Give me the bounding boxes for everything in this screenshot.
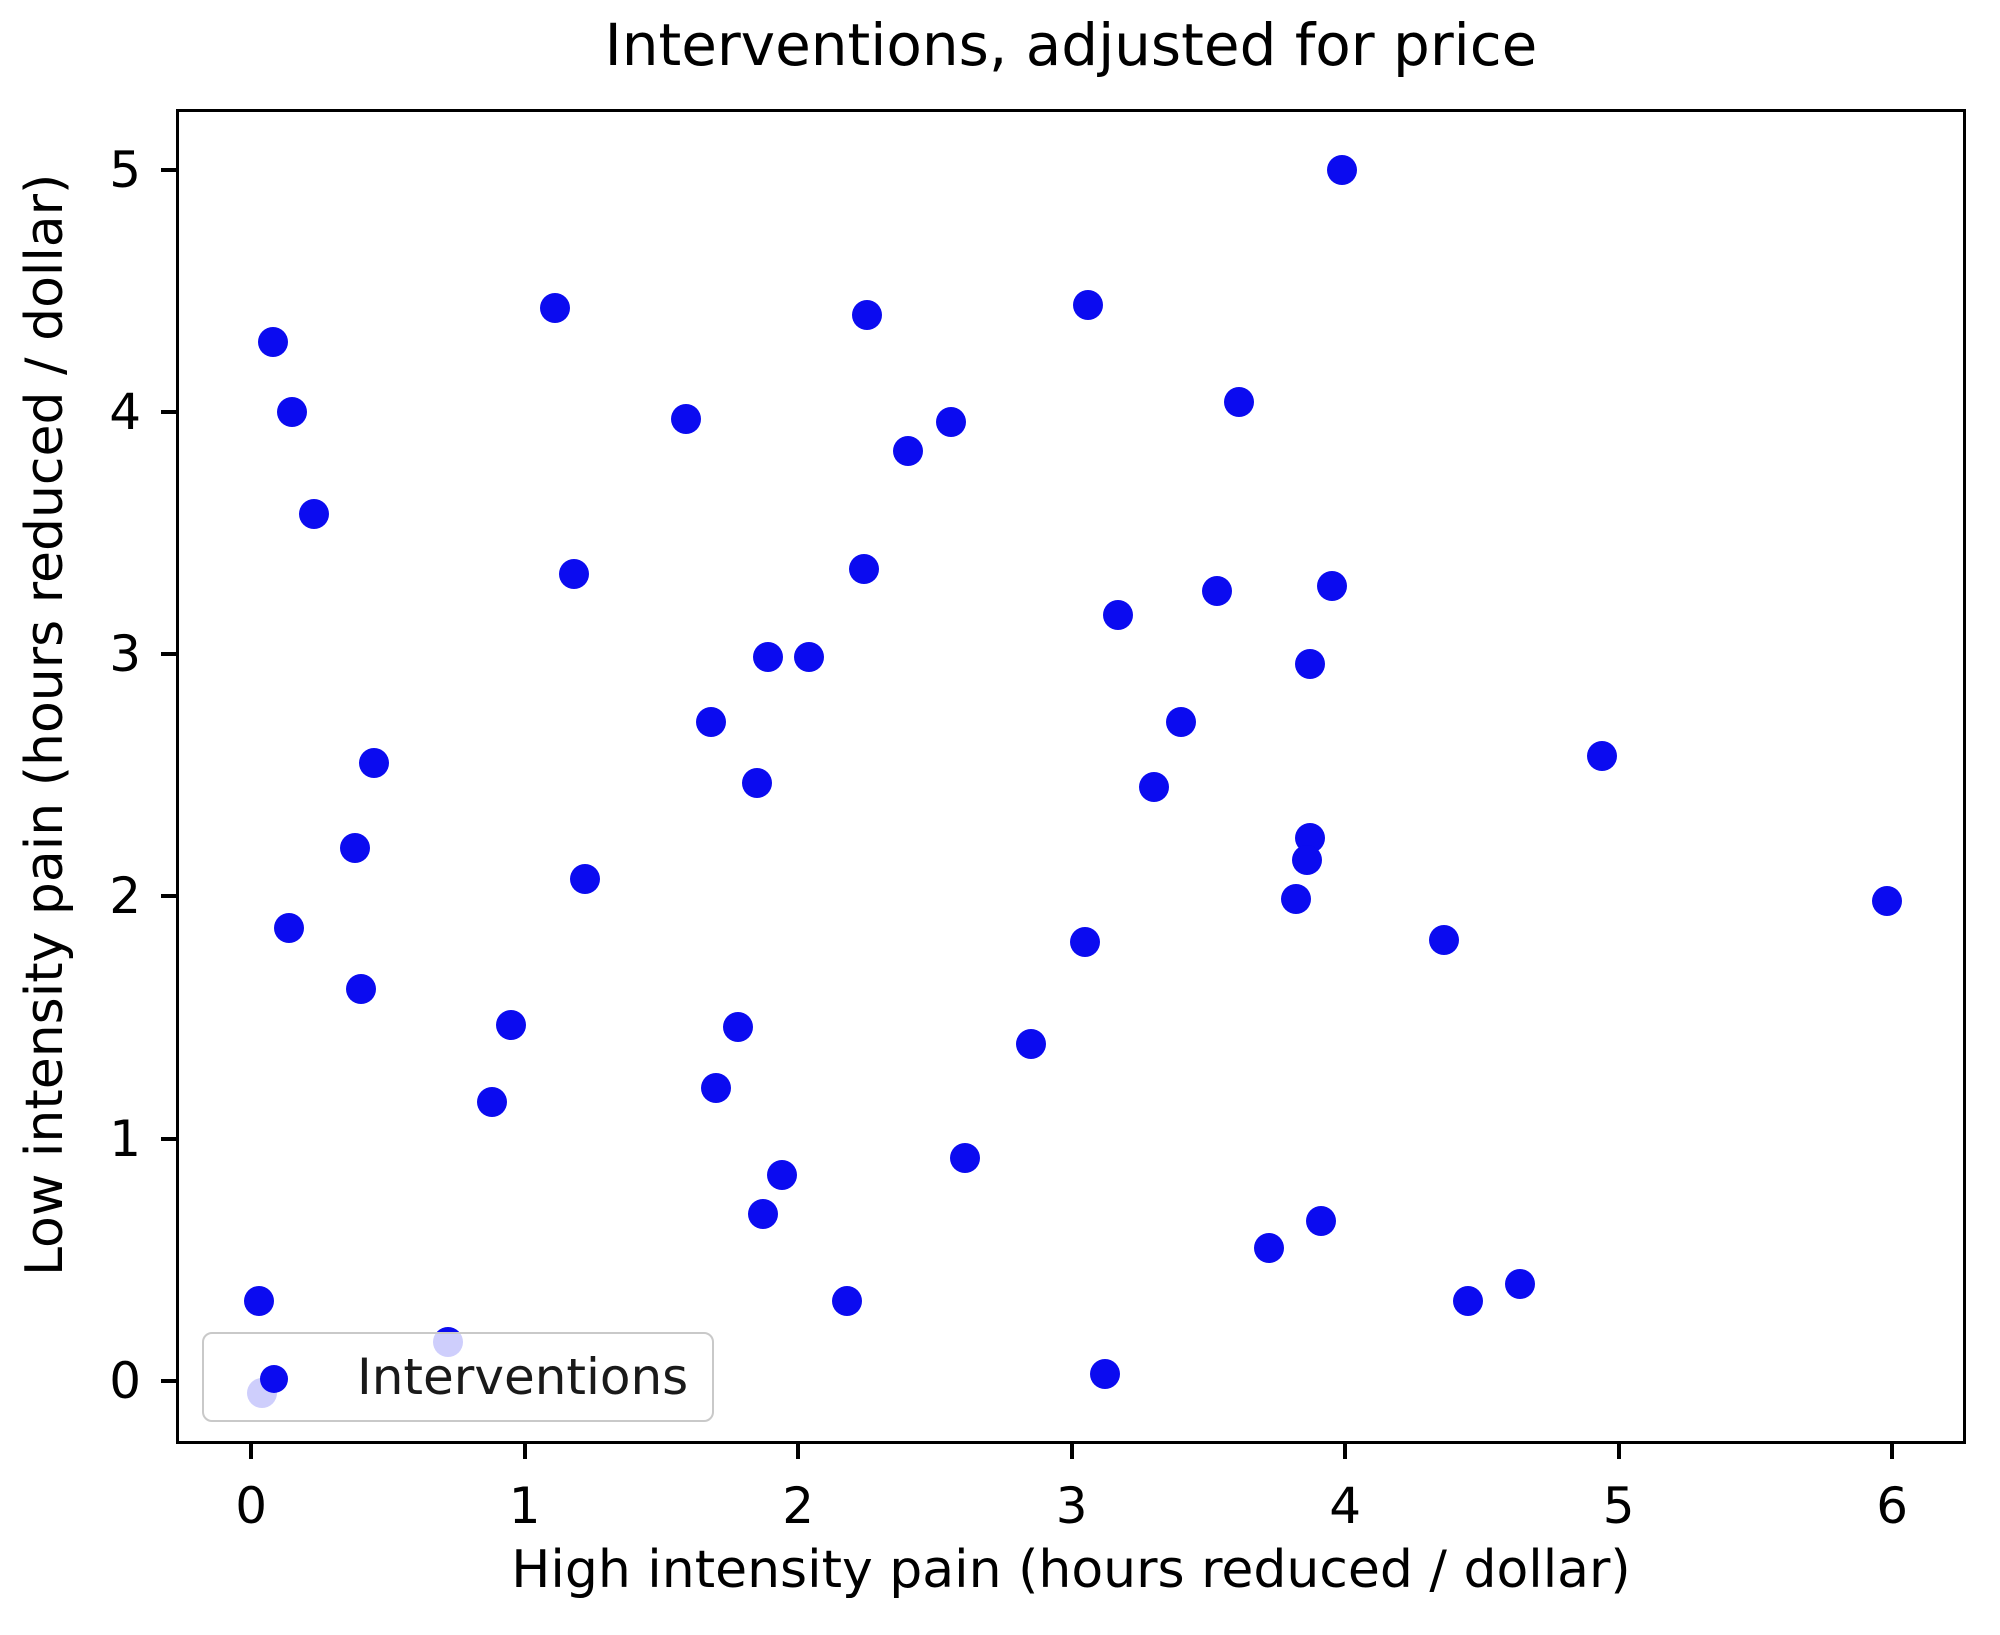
data-point — [496, 1009, 527, 1040]
data-point — [340, 832, 371, 863]
data-point — [1505, 1269, 1536, 1300]
data-point — [1428, 925, 1459, 956]
y-tick-label: 2 — [109, 867, 141, 926]
y-tick-mark — [161, 1136, 176, 1141]
data-point — [832, 1286, 863, 1317]
data-point — [723, 1012, 754, 1043]
x-tick-label: 3 — [1055, 1477, 1088, 1535]
data-point — [299, 498, 330, 529]
data-point — [258, 326, 289, 357]
x-tick-label: 0 — [235, 1477, 268, 1535]
x-tick-mark — [249, 1444, 254, 1459]
data-point — [701, 1072, 732, 1103]
data-point — [558, 559, 589, 590]
data-point — [1103, 600, 1134, 631]
data-point — [1201, 576, 1232, 607]
y-tick-label: 5 — [109, 140, 141, 199]
data-point — [950, 1143, 981, 1174]
data-point — [695, 706, 726, 737]
data-point — [1305, 1206, 1336, 1237]
data-point — [1871, 886, 1902, 917]
y-tick-mark — [161, 652, 176, 657]
data-point — [476, 1087, 507, 1118]
y-tick-label: 4 — [109, 382, 141, 441]
x-tick-mark — [522, 1444, 527, 1459]
data-point — [274, 912, 305, 943]
data-point — [936, 406, 967, 437]
data-point — [1073, 290, 1104, 321]
x-tick-label: 4 — [1329, 1477, 1362, 1535]
data-point — [1453, 1286, 1484, 1317]
data-point — [1070, 927, 1101, 958]
data-point — [569, 864, 600, 895]
data-point — [892, 435, 923, 466]
plot-area: 0 1 2 3 4 5 6 0 1 2 3 4 5 Interventions — [109, 109, 1966, 1535]
data-point — [1294, 648, 1325, 679]
data-point — [1291, 845, 1322, 876]
x-tick-mark — [1343, 1444, 1348, 1459]
legend-label: Interventions — [357, 1348, 689, 1406]
x-tick-mark — [1890, 1444, 1895, 1459]
legend: Interventions — [202, 1332, 714, 1422]
data-point — [1316, 571, 1347, 602]
legend-marker-dot — [260, 1365, 288, 1393]
data-point — [539, 292, 570, 323]
data-point — [747, 1198, 778, 1229]
x-tick-label: 5 — [1602, 1477, 1635, 1535]
y-tick-label: 1 — [109, 1109, 141, 1168]
data-point — [345, 973, 376, 1004]
x-tick-mark — [1616, 1444, 1621, 1459]
data-point — [1280, 883, 1311, 914]
y-tick-label: 0 — [109, 1352, 141, 1410]
y-tick-mark — [161, 167, 176, 172]
data-point — [851, 299, 882, 330]
x-tick-label: 6 — [1876, 1477, 1909, 1535]
data-point — [1089, 1358, 1120, 1389]
data-point — [1587, 740, 1618, 771]
data-point — [1138, 772, 1169, 803]
data-point — [244, 1286, 275, 1317]
x-axis-label: High intensity pain (hours reduced / dol… — [511, 1540, 1631, 1600]
data-point — [794, 641, 825, 672]
data-point — [1253, 1232, 1284, 1263]
data-point — [1015, 1029, 1046, 1060]
x-tick-mark — [1069, 1444, 1074, 1459]
y-tick-label: 3 — [109, 625, 141, 684]
data-point — [1327, 154, 1358, 185]
y-tick-mark — [161, 1379, 176, 1383]
data-point — [1223, 387, 1254, 418]
data-point — [848, 554, 879, 585]
x-tick-label: 1 — [508, 1477, 541, 1535]
data-point — [277, 396, 308, 427]
chart-title: Interventions, adjusted for price — [604, 11, 1538, 79]
data-point — [1166, 706, 1197, 737]
data-point — [766, 1160, 797, 1191]
data-point — [671, 404, 702, 435]
x-tick-mark — [796, 1444, 801, 1459]
axes-frame — [176, 109, 1966, 1444]
data-point — [753, 641, 784, 672]
x-tick-label: 2 — [782, 1477, 815, 1535]
data-point — [742, 767, 773, 798]
y-tick-mark — [161, 409, 176, 414]
data-point — [359, 748, 390, 779]
y-tick-mark — [161, 894, 176, 899]
